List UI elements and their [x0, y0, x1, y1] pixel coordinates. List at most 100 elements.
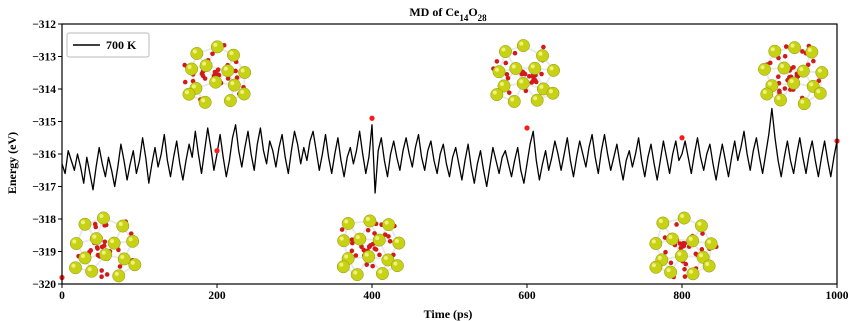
atom-highlight — [501, 47, 506, 52]
oxygen-atom — [504, 72, 510, 77]
cerium-atom — [665, 232, 679, 246]
red-marker — [679, 135, 685, 141]
oxygen-atom — [364, 262, 370, 267]
cerium-atom — [704, 237, 718, 251]
x-tick-label: 800 — [673, 290, 691, 302]
cerium-atom — [182, 87, 196, 101]
cerium-atom — [509, 62, 523, 75]
atom-highlight — [353, 270, 358, 275]
atom-highlight — [364, 252, 369, 257]
cerium-atom — [768, 44, 782, 58]
oxygen-atom — [182, 79, 188, 85]
cerium-atom — [788, 41, 801, 55]
oxygen-atom — [533, 79, 539, 85]
chart-title-sub1: 14 — [459, 13, 469, 23]
cerium-atom — [702, 259, 716, 273]
atom-highlight — [120, 254, 125, 259]
oxygen-atom — [700, 231, 705, 236]
atom-highlight — [130, 260, 135, 265]
atom-highlight — [393, 261, 398, 266]
oxygen-atom — [505, 75, 511, 81]
structure-0ps — [69, 211, 142, 283]
cerium-atom — [185, 62, 199, 76]
chart-title-mid: O — [468, 5, 477, 19]
atom-highlight — [780, 64, 785, 69]
atom-highlight — [539, 84, 544, 89]
atom-highlight — [499, 81, 504, 86]
oxygen-atom — [782, 86, 788, 91]
y-tick-label: −312 — [32, 19, 56, 31]
cerium-atom — [528, 61, 542, 75]
atom-highlight — [658, 219, 663, 224]
legend: 700 K — [66, 32, 150, 58]
atom-highlight — [80, 253, 85, 258]
cerium-atom — [375, 267, 389, 281]
cerium-atom — [112, 269, 126, 283]
oxygen-atom — [782, 53, 788, 59]
atom-highlight — [240, 68, 245, 73]
atom-highlight — [809, 82, 814, 87]
atom-highlight — [114, 271, 119, 276]
oxygen-atom — [668, 260, 674, 266]
cerium-atom — [238, 66, 252, 79]
cerium-atom — [69, 261, 82, 275]
atom-highlight — [668, 234, 673, 239]
atom-highlight — [677, 251, 682, 256]
x-tick-label: 400 — [363, 290, 381, 302]
oxygen-atom — [674, 222, 679, 227]
oxygen-atom — [233, 68, 238, 74]
oxygen-atom — [225, 76, 231, 81]
y-tick-label: −314 — [32, 84, 56, 96]
oxygen-atom — [783, 44, 789, 49]
oxygen-atom — [202, 76, 208, 81]
cerium-atom — [350, 268, 364, 282]
oxygen-atom — [682, 274, 688, 279]
cerium-atom — [190, 47, 204, 60]
x-tick-label: 0 — [59, 290, 65, 302]
atom-highlight — [510, 97, 515, 102]
series-layer — [61, 107, 838, 194]
atom-highlight — [697, 221, 702, 226]
atom-highlight — [651, 263, 656, 268]
atom-highlight — [519, 41, 524, 46]
atom-highlight — [384, 220, 389, 225]
cerium-atom — [797, 97, 811, 111]
atom-highlight — [339, 236, 344, 241]
oxygen-atom — [349, 248, 355, 254]
cerium-atom — [787, 76, 801, 90]
cerium-atom — [649, 260, 663, 274]
atom-highlight — [651, 239, 656, 244]
atom-highlight — [71, 263, 76, 268]
atom-highlight — [705, 261, 710, 266]
oxygen-atom — [117, 264, 123, 269]
atom-highlight — [394, 239, 399, 244]
atom-highlight — [707, 239, 712, 244]
oxygen-atom — [88, 248, 94, 253]
oxygen-atom — [494, 59, 500, 64]
cerium-atom — [516, 76, 530, 90]
oxygen-atom — [777, 88, 782, 94]
cerium-atom — [547, 63, 561, 77]
y-tick-label: −320 — [32, 279, 56, 291]
cerium-atom — [126, 234, 140, 248]
red-marker — [214, 148, 220, 154]
cerium-atom — [516, 39, 530, 53]
cerium-atom — [128, 258, 142, 272]
cerium-atom — [116, 219, 130, 233]
atom-highlight — [80, 220, 85, 225]
atom-highlight — [800, 99, 805, 104]
red-markers — [59, 115, 840, 281]
oxygen-atom — [372, 231, 377, 236]
cerium-atom — [97, 211, 110, 225]
cerium-atom — [490, 88, 504, 102]
atom-highlight — [72, 239, 77, 244]
oxygen-atom — [811, 58, 816, 64]
cerium-atom — [372, 233, 386, 247]
cerium-atom — [223, 94, 237, 108]
structure-600ps — [490, 39, 561, 108]
cerium-atom — [85, 264, 99, 278]
oxygen-atom — [386, 234, 391, 239]
atom-highlight — [211, 78, 216, 83]
series-line-700k — [61, 107, 838, 194]
oxygen-atom — [541, 44, 546, 50]
